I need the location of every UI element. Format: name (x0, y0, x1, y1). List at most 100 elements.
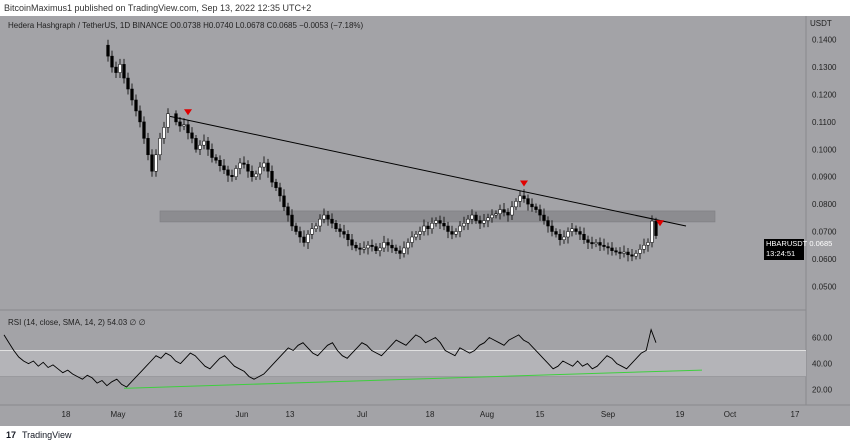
candle-body (406, 242, 410, 249)
candle-body (430, 223, 434, 230)
candle-body (570, 228, 574, 232)
price-axis-tick-label: 0.0800 (812, 200, 837, 209)
candle-body (206, 140, 210, 150)
candle-body (498, 209, 502, 214)
time-axis-tick-label: 13 (286, 410, 295, 419)
candle-body (110, 55, 114, 68)
candle-body (422, 225, 426, 232)
candle-body (606, 246, 610, 249)
candle-body (234, 168, 238, 177)
price-axis-tick-label: 0.0900 (812, 173, 837, 182)
candle-body (262, 162, 266, 168)
candle-body (182, 124, 186, 127)
candle-body (390, 244, 394, 249)
rsi-axis-tick-label: 40.00 (812, 360, 833, 369)
candle-body (214, 157, 218, 161)
price-axis-tick-label: 0.1000 (812, 145, 837, 154)
time-axis-tick-label: 18 (62, 410, 71, 419)
price-axis-tick-label: 0.1200 (812, 91, 837, 100)
candle-body (586, 239, 590, 243)
rejection-marker-icon (656, 220, 664, 227)
rsi-legend[interactable]: RSI (14, close, SMA, 14, 2) 54.03 ∅ ∅ (8, 318, 146, 327)
candle-body (538, 209, 542, 216)
candle-body (378, 247, 382, 251)
candle-body (654, 220, 658, 236)
candle-body (282, 195, 286, 208)
candle-body (578, 231, 582, 235)
price-tag: HBARUSDT 0.0685 13:24:51 (764, 239, 833, 260)
rsi-band (0, 350, 806, 377)
candle-body (246, 164, 250, 172)
candle-body (366, 244, 370, 249)
footer-brand[interactable]: TradingView (22, 430, 72, 440)
candle-body (202, 140, 206, 146)
descending-resistance-line (169, 115, 687, 227)
footer: 17 TradingView (0, 426, 850, 444)
candle-body (118, 64, 122, 73)
candle-body (466, 218, 470, 224)
candle-body (326, 214, 330, 220)
candle-body (322, 214, 326, 220)
main-legend[interactable]: Hedera Hashgraph / TetherUS, 1D BINANCE … (8, 21, 364, 30)
price-axis-tick-label: 0.1100 (812, 118, 836, 127)
candle-body (374, 246, 378, 251)
candle-body (218, 160, 222, 166)
candle-body (150, 154, 154, 172)
price-axis-tick-label: 0.0700 (812, 228, 837, 237)
candle-body (610, 247, 614, 251)
rsi-series (0, 328, 806, 389)
candle-body (294, 225, 298, 232)
candle-body (646, 242, 650, 246)
support-zone (159, 210, 716, 223)
price-axis-tick-label: 0.0500 (812, 282, 837, 291)
price-axis-tick-label: 0.1300 (812, 63, 837, 72)
candle-body (522, 195, 526, 199)
time-axis-tick-label: Jun (236, 410, 249, 419)
candle-body (438, 220, 442, 224)
currency-label: USDT (810, 19, 832, 28)
rejection-marker-icon (520, 180, 528, 187)
candle-body (130, 88, 134, 101)
tradingview-logo-icon[interactable]: 17 (6, 430, 17, 440)
price-tag-countdown: 13:24:51 (766, 249, 796, 258)
candle-body (526, 198, 530, 205)
candle-body (346, 233, 350, 240)
rsi-axis-tick-label: 20.00 (812, 386, 833, 395)
candle-body (226, 169, 230, 176)
candle-body (410, 236, 414, 243)
candle-body (506, 212, 510, 216)
candle-body (290, 214, 294, 227)
candle-body (402, 247, 406, 254)
candle-body (302, 236, 306, 243)
candle-body (126, 77, 130, 90)
candle-body (546, 220, 550, 227)
candle-body (514, 201, 518, 208)
time-axis-tick-label: 16 (174, 410, 183, 419)
candle-body (618, 251, 622, 254)
candle-body (286, 206, 290, 216)
price-tag-symbol: HBARUSDT 0.0685 (766, 239, 833, 248)
time-axis-tick-label: Aug (480, 410, 494, 419)
candle-body (574, 228, 578, 232)
time-axis-tick-label: 17 (791, 410, 800, 419)
candle-body (154, 154, 158, 172)
candle-body (186, 124, 190, 134)
candle-body (222, 165, 226, 171)
candle-body (642, 244, 646, 250)
candle-body (194, 138, 198, 150)
candle-body (482, 220, 486, 224)
candle-body (598, 242, 602, 246)
candle-body (370, 244, 374, 247)
rejection-marker-icon (184, 109, 192, 116)
candle-body (178, 121, 182, 127)
candle-body (558, 233, 562, 240)
candle-body (442, 223, 446, 227)
candle-body (306, 233, 310, 243)
candle-body (230, 175, 234, 177)
candle-body (250, 170, 254, 177)
candle-body (542, 214, 546, 221)
candle-body (198, 144, 202, 150)
candle-body (362, 247, 366, 250)
candle-body (158, 138, 162, 156)
